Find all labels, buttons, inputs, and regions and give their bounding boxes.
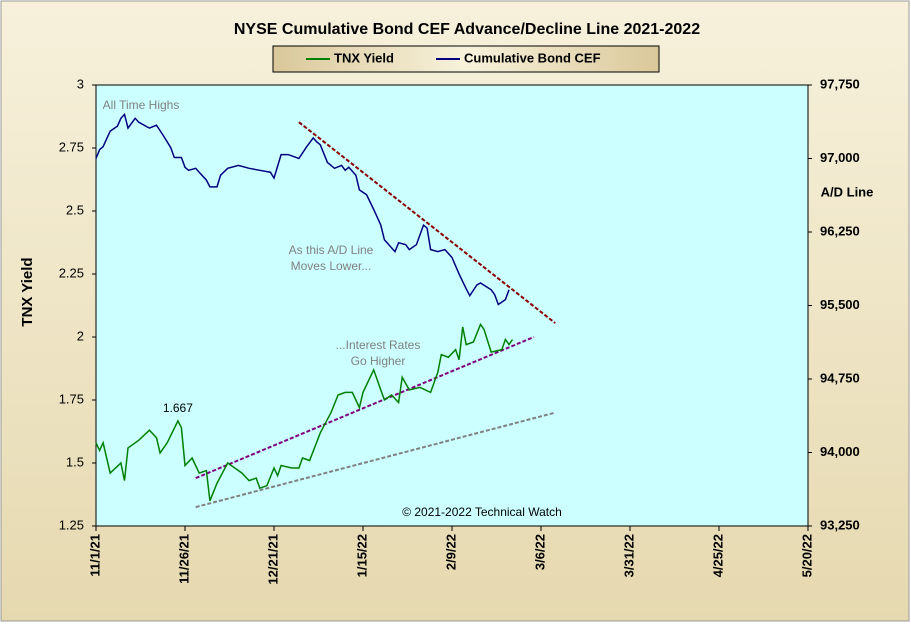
x-tick-label: 3/31/22 <box>621 534 636 577</box>
y-tick-label: 1.5 <box>66 454 84 469</box>
annotation: All Time Highs <box>103 98 180 112</box>
y-tick-label: 2 <box>77 328 84 343</box>
y2-tick-label: 93,250 <box>820 517 860 532</box>
x-tick-label: 11/1/21 <box>87 534 102 577</box>
y-tick-label: 2.75 <box>59 139 84 154</box>
point-label: 1.667 <box>163 401 193 415</box>
y-tick-label: 1.75 <box>59 391 84 406</box>
y-tick-label: 1.25 <box>59 517 84 532</box>
series-line <box>95 112 510 306</box>
annotation: Go Higher <box>351 354 406 368</box>
x-tick-label: 11/26/21 <box>176 534 191 584</box>
annotation: ...Interest Rates <box>336 338 421 352</box>
chart-title: NYSE Cumulative Bond CEF Advance/Decline… <box>234 21 700 38</box>
x-tick-label: 5/20/22 <box>799 534 814 577</box>
y2-tick-label: 95,500 <box>820 297 860 312</box>
y2-tick-label: 97,750 <box>820 76 860 91</box>
trend-line <box>195 411 556 509</box>
legend-label: Cumulative Bond CEF <box>464 50 601 65</box>
annotation: As this A/D Line <box>289 243 374 257</box>
x-tick-label: 1/15/22 <box>354 534 369 577</box>
x-tick-label: 3/6/22 <box>532 534 547 570</box>
x-tick-label: 2/9/22 <box>443 534 458 570</box>
x-tick-label: 4/25/22 <box>710 534 725 577</box>
series-line <box>95 322 514 502</box>
y2-tick-label: 94,750 <box>820 370 860 385</box>
legend <box>272 45 660 73</box>
credit: © 2021-2022 Technical Watch <box>402 505 562 519</box>
trend-line <box>195 336 535 480</box>
y-tick-label: 2.25 <box>59 265 84 280</box>
y-tick-label: 3 <box>77 76 84 91</box>
x-tick-label: 12/21/21 <box>265 534 280 585</box>
annotation: Moves Lower... <box>291 259 372 273</box>
y2-tick-label: 94,000 <box>820 444 860 459</box>
y-axis-label: TNX Yield <box>19 257 36 326</box>
trend-line <box>298 121 556 324</box>
plot-area <box>95 84 809 527</box>
y-tick-label: 2.5 <box>66 202 84 217</box>
y2-axis-label: A/D Line <box>821 184 874 199</box>
y2-tick-label: 96,250 <box>820 223 860 238</box>
legend-label: TNX Yield <box>334 50 394 65</box>
y2-tick-label: 97,000 <box>820 150 860 165</box>
